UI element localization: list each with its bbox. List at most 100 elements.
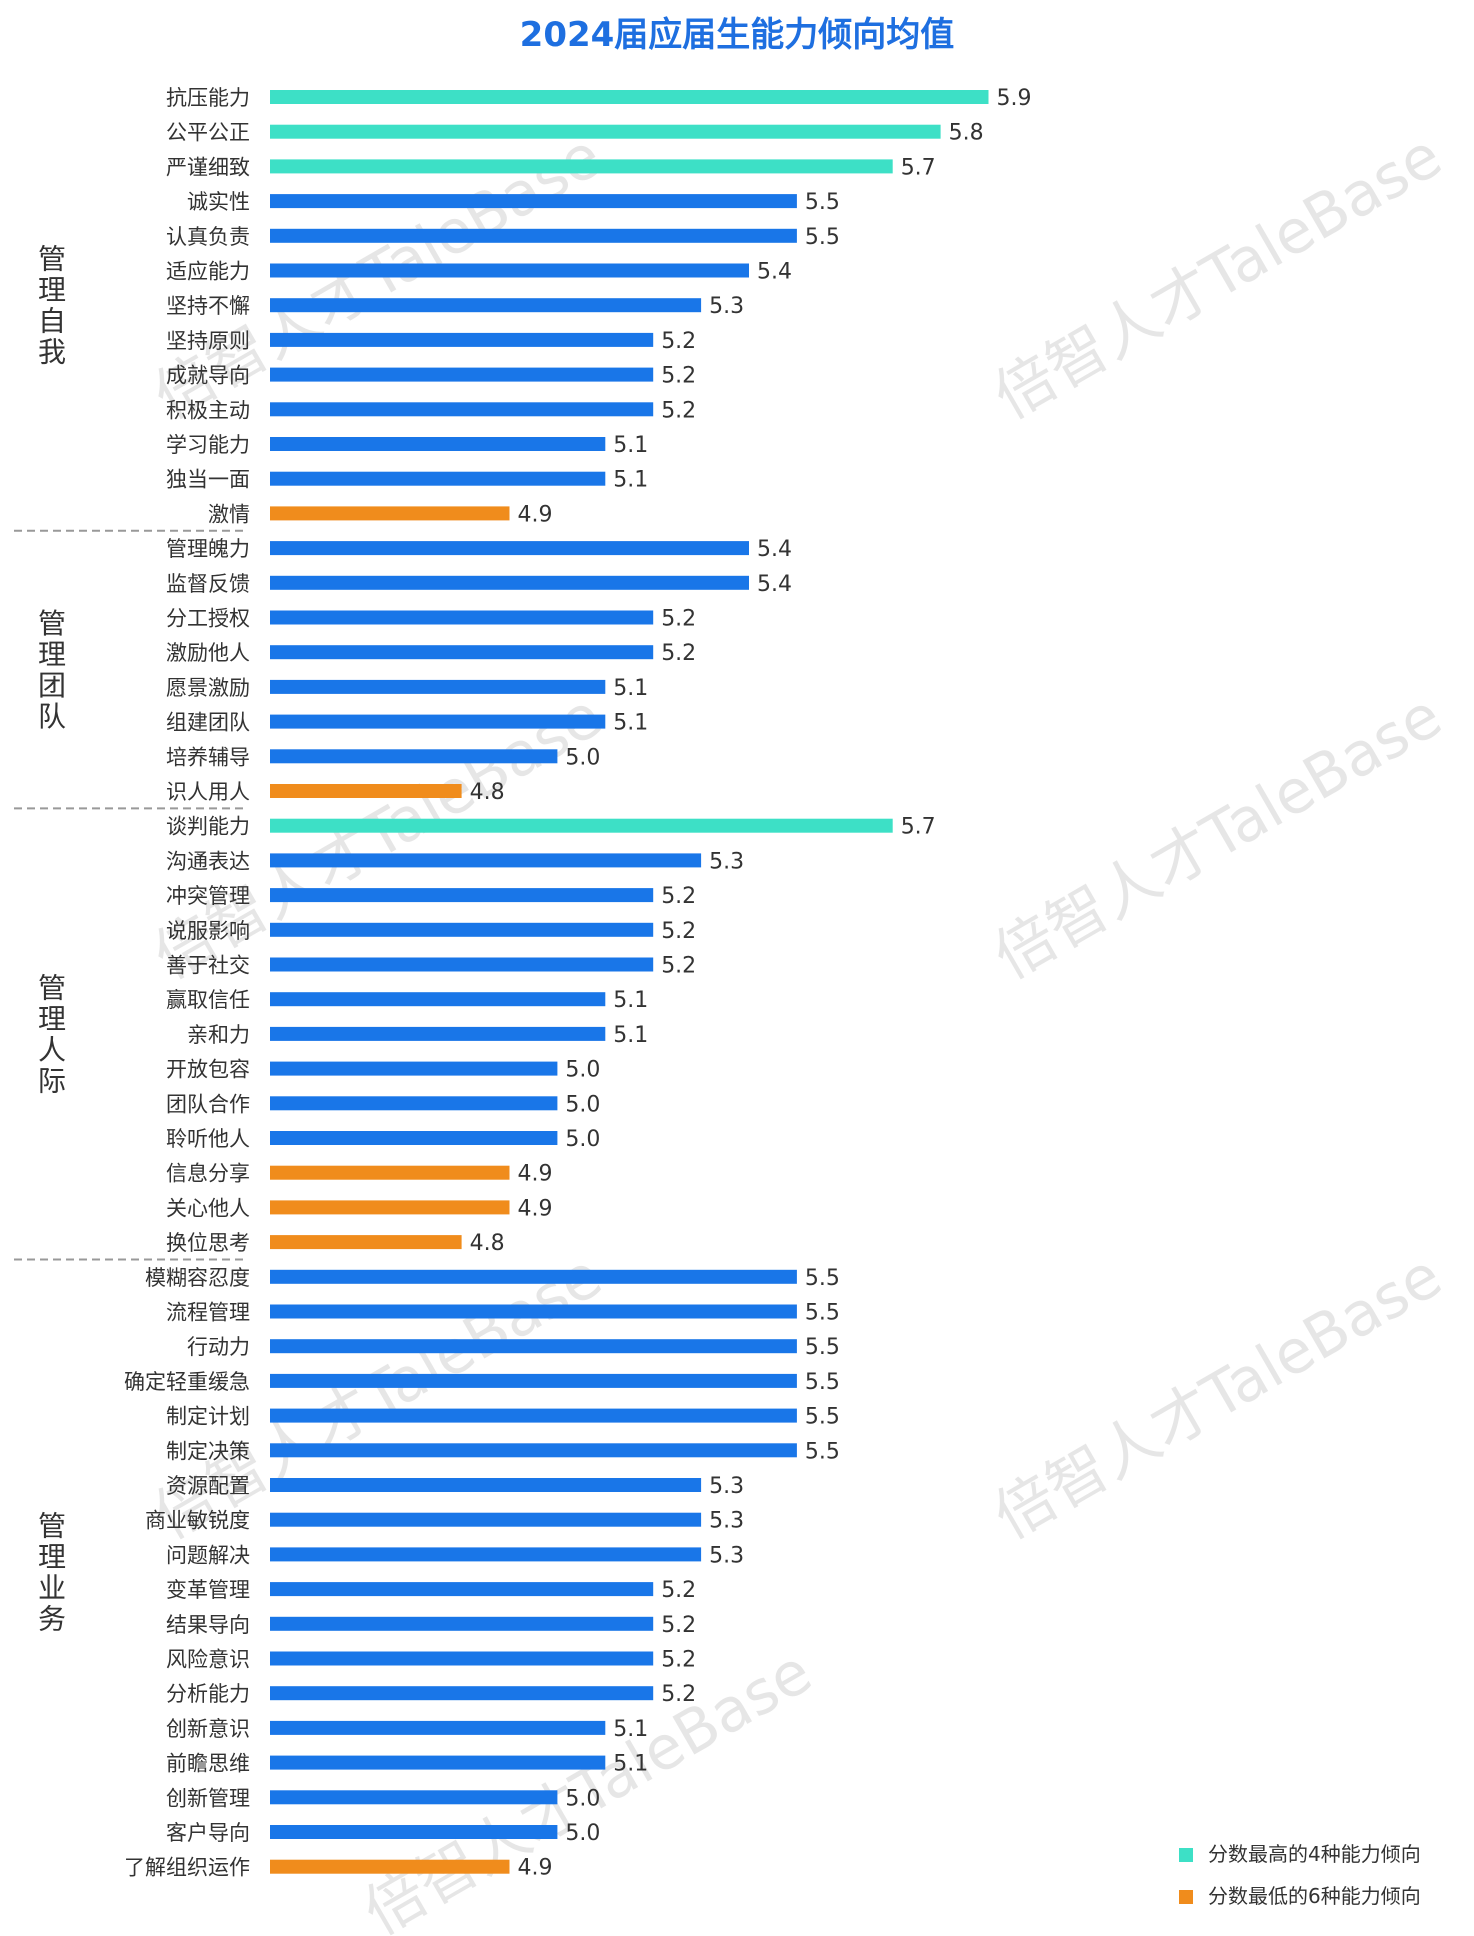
category-label: 关心他人 [166, 1196, 250, 1220]
bar [270, 1165, 510, 1180]
value-label: 5.0 [565, 745, 600, 770]
category-label: 了解组织运作 [124, 1856, 250, 1880]
value-label: 5.2 [661, 884, 696, 909]
value-label: 5.0 [565, 1786, 600, 1811]
bar [270, 1269, 797, 1284]
category-label: 结果导向 [166, 1613, 250, 1637]
bar [270, 679, 606, 694]
category-label: 诚实性 [187, 190, 250, 214]
value-label: 4.9 [518, 1856, 553, 1881]
bar [270, 332, 654, 347]
category-label: 识人用人 [166, 780, 250, 804]
category-label: 公平公正 [166, 121, 250, 145]
group-label: 管理人际 [38, 971, 66, 1097]
category-label: 行动力 [187, 1335, 250, 1359]
value-label: 5.2 [661, 364, 696, 389]
bar [270, 1512, 702, 1527]
value-label: 5.1 [613, 988, 648, 1013]
value-label: 5.2 [661, 607, 696, 632]
category-label: 问题解决 [166, 1543, 250, 1567]
value-label: 5.1 [613, 1717, 648, 1742]
category-label: 管理魄力 [166, 537, 250, 561]
value-label: 5.3 [709, 1509, 744, 1534]
value-label: 5.3 [709, 294, 744, 319]
category-label: 创新意识 [166, 1717, 250, 1741]
group-label: 管理业务 [38, 1509, 66, 1635]
bar [270, 1616, 654, 1631]
category-label: 模糊容忍度 [145, 1266, 250, 1290]
bar [270, 506, 510, 521]
category-label: 流程管理 [166, 1301, 250, 1325]
bars-layer: 抗压能力 5.9 公平公正 5.8 严谨细致 5.7 诚实性 5.5 认真负责 5.5 适应能力 5.… [14, 86, 1032, 1881]
bar [270, 298, 702, 313]
bar [270, 1755, 606, 1770]
value-label: 5.4 [757, 260, 792, 285]
value-label: 5.2 [661, 1682, 696, 1707]
value-label: 5.5 [805, 1370, 840, 1395]
bar [270, 159, 893, 174]
bar [270, 1408, 797, 1423]
category-label: 制定计划 [166, 1405, 250, 1429]
value-label: 5.2 [661, 1578, 696, 1603]
value-label: 5.2 [661, 398, 696, 423]
bar [270, 645, 654, 660]
value-label: 5.7 [901, 155, 936, 180]
group-label: 管理自我 [38, 243, 66, 369]
bar [270, 1651, 654, 1666]
bar [270, 922, 654, 937]
value-label: 5.1 [613, 1752, 648, 1777]
category-label: 学习能力 [166, 433, 250, 457]
value-label: 5.0 [565, 1127, 600, 1152]
category-label: 风险意识 [166, 1648, 250, 1672]
bar [270, 471, 606, 486]
category-label: 认真负责 [166, 225, 250, 249]
bar [270, 1443, 797, 1458]
value-label: 5.2 [661, 919, 696, 944]
bar [270, 957, 654, 972]
category-label: 亲和力 [187, 1023, 250, 1047]
bar [270, 1026, 606, 1041]
bar [270, 228, 797, 243]
bar [270, 1339, 797, 1354]
category-label: 培养辅导 [166, 745, 250, 769]
category-label: 说服影响 [166, 919, 250, 943]
bar [270, 124, 941, 139]
value-label: 5.4 [757, 537, 792, 562]
category-label: 客户导向 [166, 1821, 250, 1845]
value-label: 5.5 [805, 1405, 840, 1430]
bar [270, 1200, 510, 1215]
value-label: 5.5 [805, 1439, 840, 1464]
value-label: 5.9 [997, 86, 1032, 111]
value-label: 5.1 [613, 676, 648, 701]
bar [270, 402, 654, 417]
bar [270, 1582, 654, 1597]
bar [270, 1790, 558, 1805]
category-label: 分工授权 [166, 607, 250, 631]
bar [270, 853, 702, 868]
bar [270, 1547, 702, 1562]
value-label: 4.8 [470, 780, 505, 805]
bar [270, 1235, 462, 1250]
legend-swatch [1179, 1890, 1193, 1904]
bar [270, 784, 462, 798]
value-label: 5.5 [805, 1301, 840, 1326]
watermark-text: 倍智人才TaleBase [983, 1241, 1454, 1553]
bar [270, 1096, 558, 1111]
bar [270, 1686, 654, 1701]
value-label: 4.9 [518, 1162, 553, 1187]
bar [270, 992, 606, 1007]
value-label: 5.7 [901, 815, 936, 840]
bar [270, 263, 749, 278]
category-label: 谈判能力 [166, 815, 250, 839]
bar [270, 749, 558, 764]
category-label: 开放包容 [166, 1058, 250, 1082]
value-label: 4.9 [518, 502, 553, 527]
watermark-text: 倍智人才TaleBase [983, 121, 1454, 433]
value-label: 5.5 [805, 225, 840, 250]
bar [270, 367, 654, 382]
bar [270, 1373, 797, 1388]
bar [270, 541, 749, 556]
category-label: 坚持不懈 [166, 294, 250, 318]
